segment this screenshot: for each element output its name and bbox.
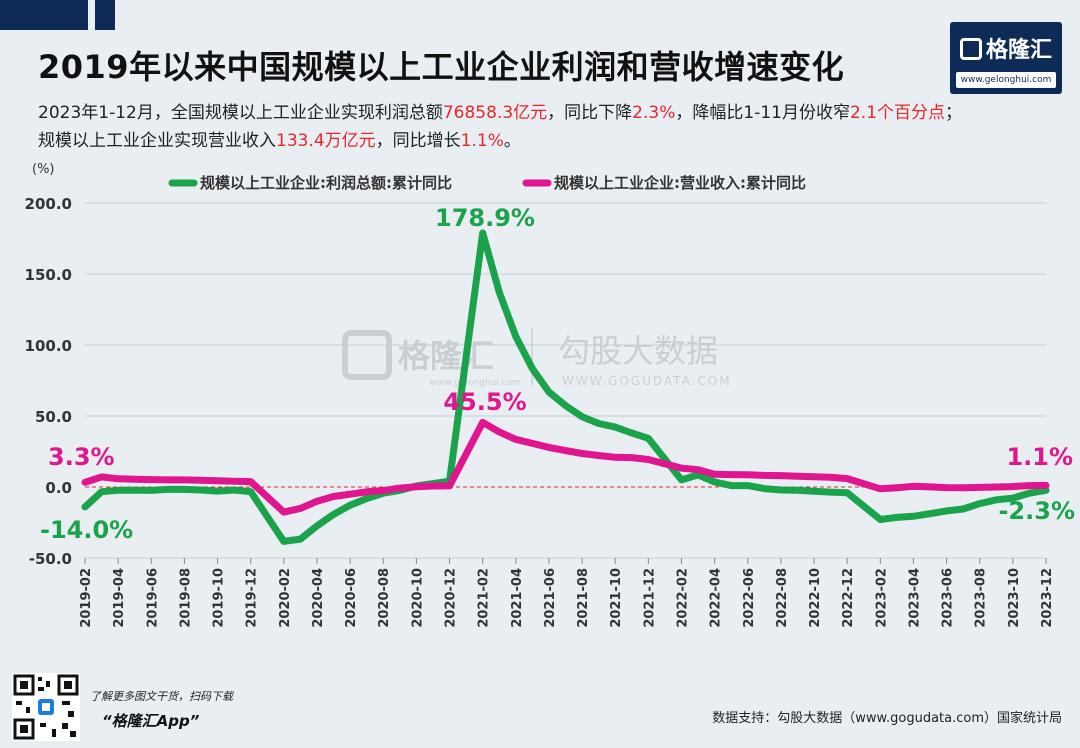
data-label: 1.1%: [1006, 443, 1073, 471]
x-tick-label: 2022-08: [775, 568, 790, 628]
y-tick-label: 100.0: [25, 337, 72, 355]
watermark-left-sub: www.gelonghui.com: [430, 378, 521, 388]
summary-line-2: 规模以上工业企业实现营业收入133.4万亿元，同比增长1.1%。: [38, 126, 521, 151]
x-tick-label: 2022-06: [742, 568, 757, 628]
x-tick-label: 2022-12: [841, 568, 856, 628]
data-label: 3.3%: [48, 443, 115, 471]
data-labels: 178.9% 45.5% 3.3% -14.0% 1.1% -2.3%: [40, 204, 1075, 544]
x-tick-label: 2020-08: [377, 568, 392, 628]
promo-app-name: “格隆汇App”: [102, 712, 200, 730]
y-tick-label: 0.0: [45, 479, 72, 497]
summary-highlight: 133.4万亿元: [276, 131, 376, 151]
y-axis-label: (%): [32, 162, 55, 177]
summary-text: ；: [945, 103, 963, 123]
data-label: -14.0%: [40, 516, 133, 544]
chart-legend: 规模以上工业企业:利润总额:累计同比 规模以上工业企业:营业收入:累计同比: [168, 174, 806, 192]
qr-code[interactable]: [12, 673, 80, 741]
summary-text: 规模以上工业企业实现营业收入: [38, 131, 276, 151]
line-chart: 格隆汇 www.gelonghui.com 勾股大数据 WWW.GOGUDATA…: [25, 162, 1075, 628]
y-tick-label: 50.0: [35, 408, 72, 426]
summary-highlight: 1.1%: [460, 131, 504, 151]
x-tick-label: 2023-06: [941, 568, 956, 628]
x-tick-label: 2019-12: [245, 568, 260, 628]
x-tick-label: 2020-12: [444, 568, 459, 628]
x-tick-label: 2020-04: [311, 568, 326, 628]
watermark-logo-icon: [342, 330, 392, 380]
summary-highlight: 2.1个百分点: [849, 103, 946, 123]
x-tick-label: 2020-06: [344, 568, 359, 628]
brand-logo-row: 格隆汇: [950, 32, 1062, 64]
chart-series: [81, 229, 1050, 545]
y-tick-label: -50.0: [29, 550, 72, 568]
data-source: 数据支持：勾股大数据（www.gogudata.com）国家统计局: [712, 711, 1062, 726]
data-label: -2.3%: [998, 497, 1075, 525]
brand-name: 格隆汇: [985, 38, 1052, 63]
summary-text: ，降幅比1-11月份收窄: [675, 103, 850, 123]
x-tick-label: 2021-04: [510, 568, 525, 628]
x-tick-label: 2022-02: [675, 568, 690, 628]
x-tick-label: 2022-10: [808, 568, 823, 628]
legend-label: 规模以上工业企业:利润总额:累计同比: [200, 174, 452, 192]
summary-text: ，同比增长: [375, 131, 461, 151]
x-tick-label: 2022-04: [709, 568, 724, 628]
promo-text: 了解更多图文干货，扫码下载: [90, 690, 233, 703]
summary-highlight: 76858.3亿元: [442, 103, 548, 123]
x-tick-label: 2023-04: [907, 568, 922, 628]
summary-line-1: 2023年1-12月，全国规模以上工业企业实现利润总额76858.3亿元，同比下…: [38, 98, 962, 123]
x-tick-label: 2020-10: [410, 568, 425, 628]
summary-text: 。: [503, 131, 521, 151]
x-tick-label: 2021-06: [543, 568, 558, 628]
series-line: [81, 418, 1050, 516]
x-tick-label: 2021-10: [609, 568, 624, 628]
x-tick-label: 2021-12: [642, 568, 657, 628]
x-tick-label: 2019-06: [145, 568, 160, 628]
summary-highlight: 2.3%: [632, 103, 676, 123]
data-label: 45.5%: [443, 388, 526, 416]
watermark-right: 勾股大数据: [558, 332, 718, 370]
legend-label: 规模以上工业企业:营业收入:累计同比: [554, 174, 806, 192]
x-tick-label: 2023-12: [1040, 568, 1055, 628]
y-tick-label: 150.0: [25, 266, 72, 284]
summary-text: 2023年1-12月，全国规模以上工业企业实现利润总额: [38, 103, 443, 123]
x-tick-label: 2019-02: [79, 568, 94, 628]
x-tick-label: 2023-02: [874, 568, 889, 628]
watermark-right-sub: WWW.GOGUDATA.COM: [562, 374, 732, 388]
x-tick-label: 2021-02: [477, 568, 492, 628]
top-decor-bar: [0, 0, 115, 30]
x-tick-label: 2023-08: [974, 568, 989, 628]
x-tick-label: 2020-02: [278, 568, 293, 628]
x-tick-label: 2019-10: [212, 568, 227, 628]
x-axis-ticks: 2019-02 2019-04 2019-06 2019-08 2019-10 2019-…: [79, 558, 1055, 628]
watermark: 格隆汇 www.gelonghui.com 勾股大数据 WWW.GOGUDATA…: [342, 328, 732, 388]
brand-logo: 格隆汇 www.gelonghui.com: [950, 22, 1062, 94]
y-tick-label: 200.0: [25, 195, 72, 213]
y-axis-ticks: 200.0 150.0 100.0 50.0 0.0 -50.0: [25, 195, 72, 568]
qr-code-icon: [13, 674, 79, 740]
logo-g-icon: [959, 38, 982, 60]
series-line: [81, 229, 1050, 545]
summary-text: ，同比下降: [547, 103, 633, 123]
data-label: 178.9%: [435, 204, 535, 232]
page-title: 2019年以来中国规模以上工业企业利润和营收增速变化: [38, 48, 845, 86]
x-tick-label: 2019-04: [112, 568, 127, 628]
x-tick-label: 2019-08: [178, 568, 193, 628]
x-tick-label: 2023-10: [1007, 568, 1022, 628]
x-tick-label: 2021-08: [576, 568, 591, 628]
brand-url: www.gelonghui.com: [956, 72, 1056, 88]
watermark-left: 格隆汇: [398, 337, 494, 375]
